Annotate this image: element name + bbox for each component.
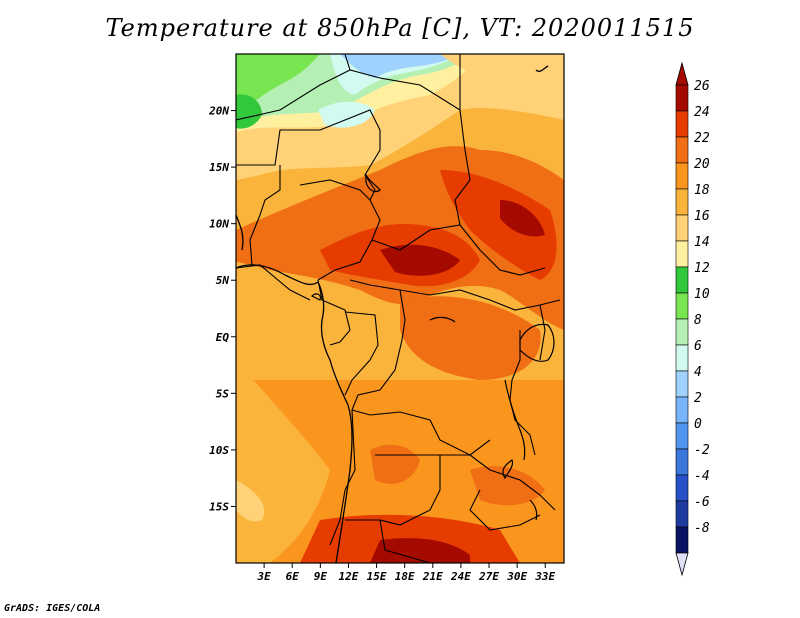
lon-tick-label: 15E <box>367 570 387 583</box>
colorbar-label: 4 <box>694 365 702 380</box>
colorbar-label: 20 <box>694 157 710 172</box>
colorbar-swatch <box>675 526 689 554</box>
lon-tick-label: 33E <box>534 570 555 583</box>
colorbar-label: -6 <box>694 495 710 510</box>
colorbar-label: -2 <box>694 443 710 458</box>
lon-tick-label: 12E <box>339 570 359 583</box>
lat-tick-label: 20N <box>208 105 229 118</box>
chart-title: Temperature at 850hPa [C], VT: 202001151… <box>105 14 695 42</box>
lat-tick-label: 10N <box>209 218 229 231</box>
coastlines <box>236 65 549 563</box>
colorbar-label: 14 <box>694 235 710 250</box>
colorbar-swatch <box>675 110 689 138</box>
lat-tick-label: EQ <box>216 331 230 344</box>
lon-tick-label: 3E <box>256 570 271 583</box>
colorbar-swatch <box>675 500 689 528</box>
colorbar-label: 6 <box>694 339 702 354</box>
colorbar-label: 26 <box>694 79 710 94</box>
lon-tick-label: 9E <box>314 570 328 583</box>
colorbar-label: 2 <box>694 391 702 406</box>
colorbar-label: 18 <box>694 183 710 198</box>
lon-tick-label: 21E <box>422 570 443 583</box>
colorbar-swatch <box>675 318 689 346</box>
colorbar-top-arrow <box>675 61 689 86</box>
colorbar-swatch <box>675 292 689 320</box>
colorbar-swatch <box>675 214 689 242</box>
colorbar-label: 0 <box>694 417 702 432</box>
map-frame <box>235 53 565 564</box>
colorbar-swatch <box>675 370 689 398</box>
lakes <box>310 172 555 521</box>
colorbar-swatch <box>675 188 689 216</box>
colorbar-swatch <box>675 474 689 502</box>
colorbar-label: 24 <box>694 105 710 120</box>
colorbar-bottom-arrow <box>675 552 689 577</box>
lon-tick-label: 18E <box>395 570 415 583</box>
colorbar-swatch <box>675 266 689 294</box>
lon-tick-label: 24E <box>450 570 471 583</box>
lon-tick-label: 30E <box>506 570 527 583</box>
colorbar-label: -8 <box>694 521 710 536</box>
lon-tick-label: 6E <box>286 570 300 583</box>
colorbar-swatch <box>675 84 689 112</box>
colorbar-label: 8 <box>694 313 702 328</box>
country-borders <box>236 54 561 563</box>
colorbar-swatch <box>675 344 689 372</box>
lat-tick-label: 10S <box>209 444 229 457</box>
longitude-axis: 3E 6E 9E 12E 15E 18E 21E 24E 27E 30E 33E <box>256 563 556 583</box>
lat-tick-label: 15S <box>209 500 229 513</box>
colorbar-label: 16 <box>694 209 710 224</box>
lat-tick-label: 15N <box>209 161 229 174</box>
grads-credit: GrADS: IGES/COLA <box>4 603 101 614</box>
colorbar-swatch <box>675 422 689 450</box>
lat-tick-label: 5N <box>216 274 230 287</box>
colorbar-swatch <box>675 162 689 190</box>
colorbar-swatch <box>675 240 689 268</box>
latitude-axis: 20N 15N 10N 5N EQ 5S 10S 15S <box>208 105 236 513</box>
colorbar-label: 22 <box>694 131 710 146</box>
lat-tick-label: 5S <box>216 387 230 400</box>
colorbar-swatch <box>675 396 689 424</box>
colorbar-swatch <box>675 136 689 164</box>
temperature-field <box>236 54 564 563</box>
colorbar-label: 10 <box>694 287 710 302</box>
lon-tick-label: 27E <box>478 570 499 583</box>
colorbar-label: -4 <box>694 469 710 484</box>
colorbar-swatch <box>675 448 689 476</box>
colorbar-label: 12 <box>694 261 710 276</box>
